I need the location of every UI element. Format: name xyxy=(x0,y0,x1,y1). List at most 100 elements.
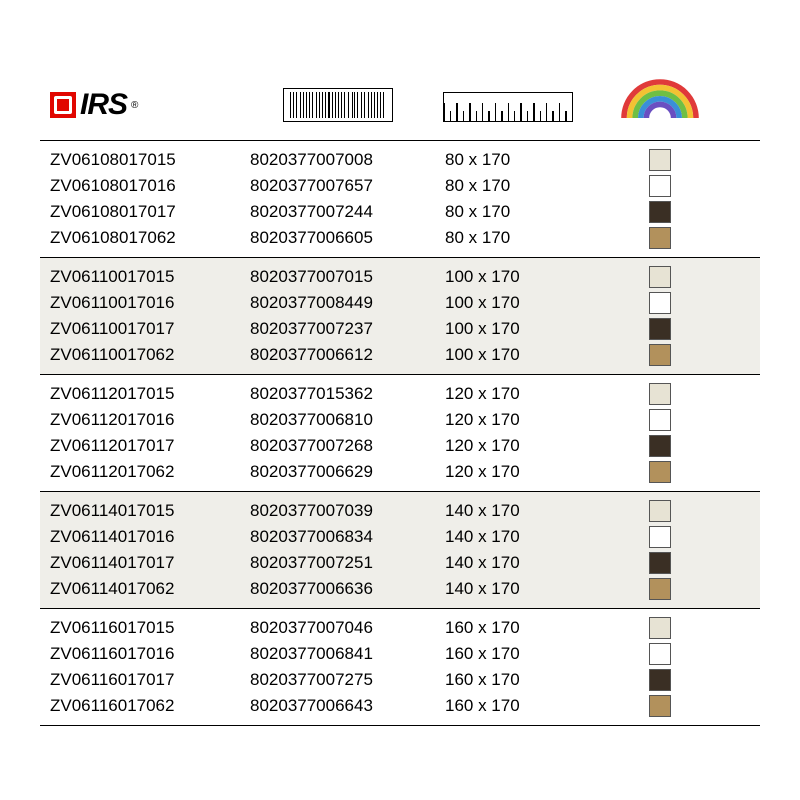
cell-product-code: ZV06116017015 xyxy=(50,618,250,638)
cell-size: 160 x 170 xyxy=(425,618,590,638)
color-swatch xyxy=(649,552,671,574)
cell-product-code: ZV06114017015 xyxy=(50,501,250,521)
table-row: ZV061100170178020377007237100 x 170 xyxy=(40,316,760,342)
color-swatch xyxy=(649,292,671,314)
cell-color xyxy=(590,383,730,405)
ruler-icon xyxy=(443,92,573,122)
table-row: ZV061140170168020377006834140 x 170 xyxy=(40,524,760,550)
cell-ean: 8020377006636 xyxy=(250,579,425,599)
header-col-rainbow xyxy=(590,74,730,122)
cell-color xyxy=(590,643,730,665)
table-row: ZV061160170158020377007046160 x 170 xyxy=(40,615,760,641)
cell-color xyxy=(590,318,730,340)
table-row: ZV061160170178020377007275160 x 170 xyxy=(40,667,760,693)
cell-ean: 8020377006810 xyxy=(250,410,425,430)
cell-ean: 8020377015362 xyxy=(250,384,425,404)
cell-ean: 8020377006605 xyxy=(250,228,425,248)
color-swatch xyxy=(649,435,671,457)
cell-ean: 8020377006629 xyxy=(250,462,425,482)
cell-product-code: ZV06108017062 xyxy=(50,228,250,248)
table-group: ZV06108017015802037700700880 x 170ZV0610… xyxy=(40,141,760,258)
color-swatch xyxy=(649,201,671,223)
logo-text: IRS xyxy=(80,88,127,122)
table-group: ZV061100170158020377007015100 x 170ZV061… xyxy=(40,258,760,375)
table-row: ZV06108017017802037700724480 x 170 xyxy=(40,199,760,225)
cell-size: 160 x 170 xyxy=(425,670,590,690)
color-swatch xyxy=(649,500,671,522)
cell-color xyxy=(590,435,730,457)
color-swatch xyxy=(649,461,671,483)
cell-size: 100 x 170 xyxy=(425,345,590,365)
table-row: ZV061160170168020377006841160 x 170 xyxy=(40,641,760,667)
cell-ean: 8020377006643 xyxy=(250,696,425,716)
cell-ean: 8020377007268 xyxy=(250,436,425,456)
color-swatch xyxy=(649,318,671,340)
table-group: ZV061120170158020377015362120 x 170ZV061… xyxy=(40,375,760,492)
cell-product-code: ZV06112017062 xyxy=(50,462,250,482)
cell-ean: 8020377007237 xyxy=(250,319,425,339)
cell-size: 120 x 170 xyxy=(425,436,590,456)
cell-size: 120 x 170 xyxy=(425,410,590,430)
cell-product-code: ZV06112017016 xyxy=(50,410,250,430)
color-swatch xyxy=(649,409,671,431)
cell-color xyxy=(590,227,730,249)
cell-ean: 8020377007251 xyxy=(250,553,425,573)
color-swatch xyxy=(649,266,671,288)
table-row: ZV061120170178020377007268120 x 170 xyxy=(40,433,760,459)
color-swatch xyxy=(649,227,671,249)
product-table-sheet: IRS® ZV06108017015802037700700880 x 170Z… xyxy=(40,74,760,726)
header-col-barcode xyxy=(250,88,425,122)
cell-ean: 8020377007275 xyxy=(250,670,425,690)
table-row: ZV061120170628020377006629120 x 170 xyxy=(40,459,760,485)
table-row: ZV061120170168020377006810120 x 170 xyxy=(40,407,760,433)
logo-registered: ® xyxy=(131,100,138,111)
color-swatch xyxy=(649,526,671,548)
table-group: ZV061140170158020377007039140 x 170ZV061… xyxy=(40,492,760,609)
color-swatch xyxy=(649,669,671,691)
cell-product-code: ZV06108017015 xyxy=(50,150,250,170)
cell-ean: 8020377008449 xyxy=(250,293,425,313)
cell-product-code: ZV06108017017 xyxy=(50,202,250,222)
cell-color xyxy=(590,526,730,548)
table-row: ZV06108017015802037700700880 x 170 xyxy=(40,147,760,173)
cell-size: 100 x 170 xyxy=(425,267,590,287)
table-row: ZV061160170628020377006643160 x 170 xyxy=(40,693,760,719)
cell-ean: 8020377006834 xyxy=(250,527,425,547)
cell-ean: 8020377007039 xyxy=(250,501,425,521)
cell-product-code: ZV06116017016 xyxy=(50,644,250,664)
brand-logo: IRS ® xyxy=(50,88,138,122)
cell-color xyxy=(590,578,730,600)
cell-color xyxy=(590,461,730,483)
color-swatch xyxy=(649,643,671,665)
color-swatch xyxy=(649,578,671,600)
cell-size: 160 x 170 xyxy=(425,696,590,716)
color-swatch xyxy=(649,175,671,197)
header-col-ruler xyxy=(425,92,590,122)
logo-mark-icon xyxy=(50,92,76,118)
cell-size: 80 x 170 xyxy=(425,228,590,248)
cell-size: 80 x 170 xyxy=(425,202,590,222)
cell-product-code: ZV06114017017 xyxy=(50,553,250,573)
cell-product-code: ZV06112017017 xyxy=(50,436,250,456)
product-table: ZV06108017015802037700700880 x 170ZV0610… xyxy=(40,140,760,726)
cell-size: 140 x 170 xyxy=(425,553,590,573)
cell-product-code: ZV06114017062 xyxy=(50,579,250,599)
cell-size: 160 x 170 xyxy=(425,644,590,664)
cell-ean: 8020377007008 xyxy=(250,150,425,170)
cell-color xyxy=(590,409,730,431)
cell-size: 120 x 170 xyxy=(425,462,590,482)
table-row: ZV06108017062802037700660580 x 170 xyxy=(40,225,760,251)
table-row: ZV061100170168020377008449100 x 170 xyxy=(40,290,760,316)
cell-size: 100 x 170 xyxy=(425,319,590,339)
cell-product-code: ZV06112017015 xyxy=(50,384,250,404)
cell-product-code: ZV06116017017 xyxy=(50,670,250,690)
cell-product-code: ZV06110017015 xyxy=(50,267,250,287)
cell-color xyxy=(590,175,730,197)
table-row: ZV061140170158020377007039140 x 170 xyxy=(40,498,760,524)
table-row: ZV061120170158020377015362120 x 170 xyxy=(40,381,760,407)
cell-product-code: ZV06110017017 xyxy=(50,319,250,339)
color-swatch xyxy=(649,344,671,366)
cell-color xyxy=(590,500,730,522)
cell-color xyxy=(590,201,730,223)
color-swatch xyxy=(649,695,671,717)
